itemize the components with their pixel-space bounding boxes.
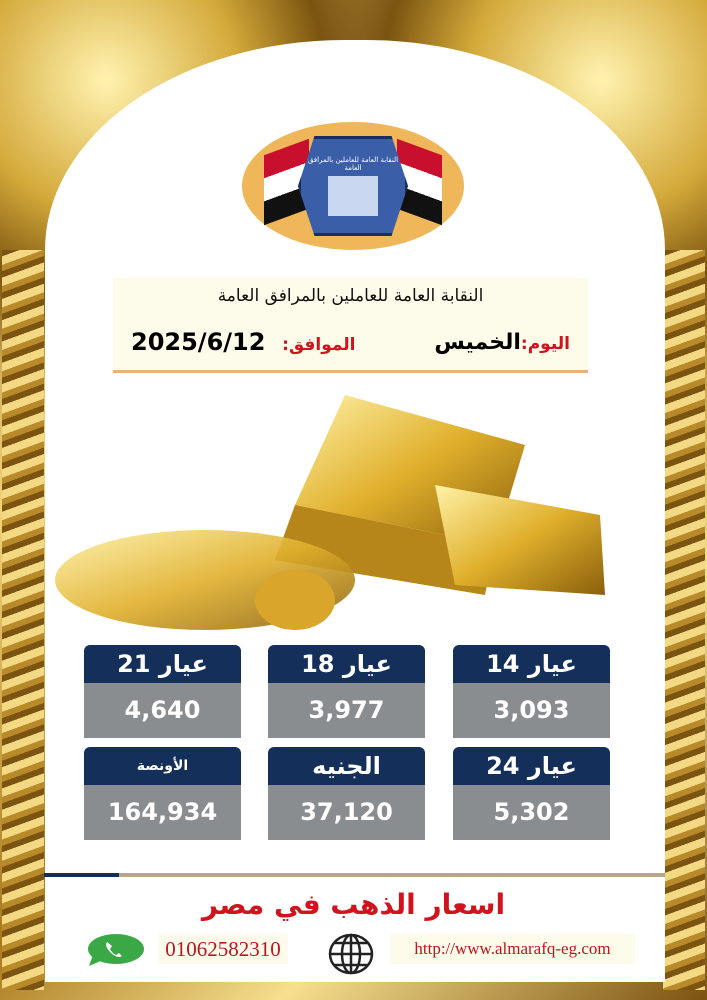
price-card-21k: عيار 21 4,640 [84,645,241,738]
price-value: 164,934 [84,785,241,840]
phone-number[interactable]: 01062582310 [158,934,288,964]
price-card-ounce: الأونصة 164,934 [84,747,241,840]
divider [44,873,665,877]
price-label: عيار 14 [453,645,610,683]
date-value: 2025/6/12 [131,328,266,356]
globe-icon [328,933,374,975]
price-card-pound: الجنيه 37,120 [268,747,425,840]
day-field: اليوم:الخميس [434,330,570,355]
price-value: 5,302 [453,785,610,840]
price-label: الجنيه [268,747,425,785]
price-label: عيار 24 [453,747,610,785]
price-card-18k: عيار 18 3,977 [268,645,425,738]
header-panel: النقابة العامة للعاملين بالمرافق العامة … [113,278,588,373]
price-label: عيار 18 [268,645,425,683]
day-label: اليوم: [520,334,570,354]
whatsapp-icon [88,934,144,966]
price-card-24k: عيار 24 5,302 [453,747,610,840]
right-pillar [663,250,705,990]
union-title: النقابة العامة للعاملين بالمرافق العامة [217,286,484,306]
union-logo: النقابة العامة للعاملين بالمرافق العامة [242,122,464,250]
website-link[interactable]: http://www.almarafq-eg.com [390,934,635,964]
price-value: 3,977 [268,683,425,738]
price-card-14k: عيار 14 3,093 [453,645,610,738]
price-value: 3,093 [453,683,610,738]
date-field: الموافق: 2025/6/12 [131,328,356,356]
gold-bars-jewelry-image [55,395,605,630]
building-icon [328,176,378,216]
date-label: الموافق: [282,335,356,355]
logo-badge: النقابة العامة للعاملين بالمرافق العامة [298,136,408,236]
slogan: اسعار الذهب في مصر [201,888,506,921]
logo-text: النقابة العامة للعاملين بالمرافق العامة [307,156,399,172]
day-value: الخميس [434,330,521,355]
price-label: الأونصة [84,747,241,785]
price-value: 37,120 [268,785,425,840]
price-value: 4,640 [84,683,241,738]
left-pillar [2,250,44,990]
price-label: عيار 21 [84,645,241,683]
